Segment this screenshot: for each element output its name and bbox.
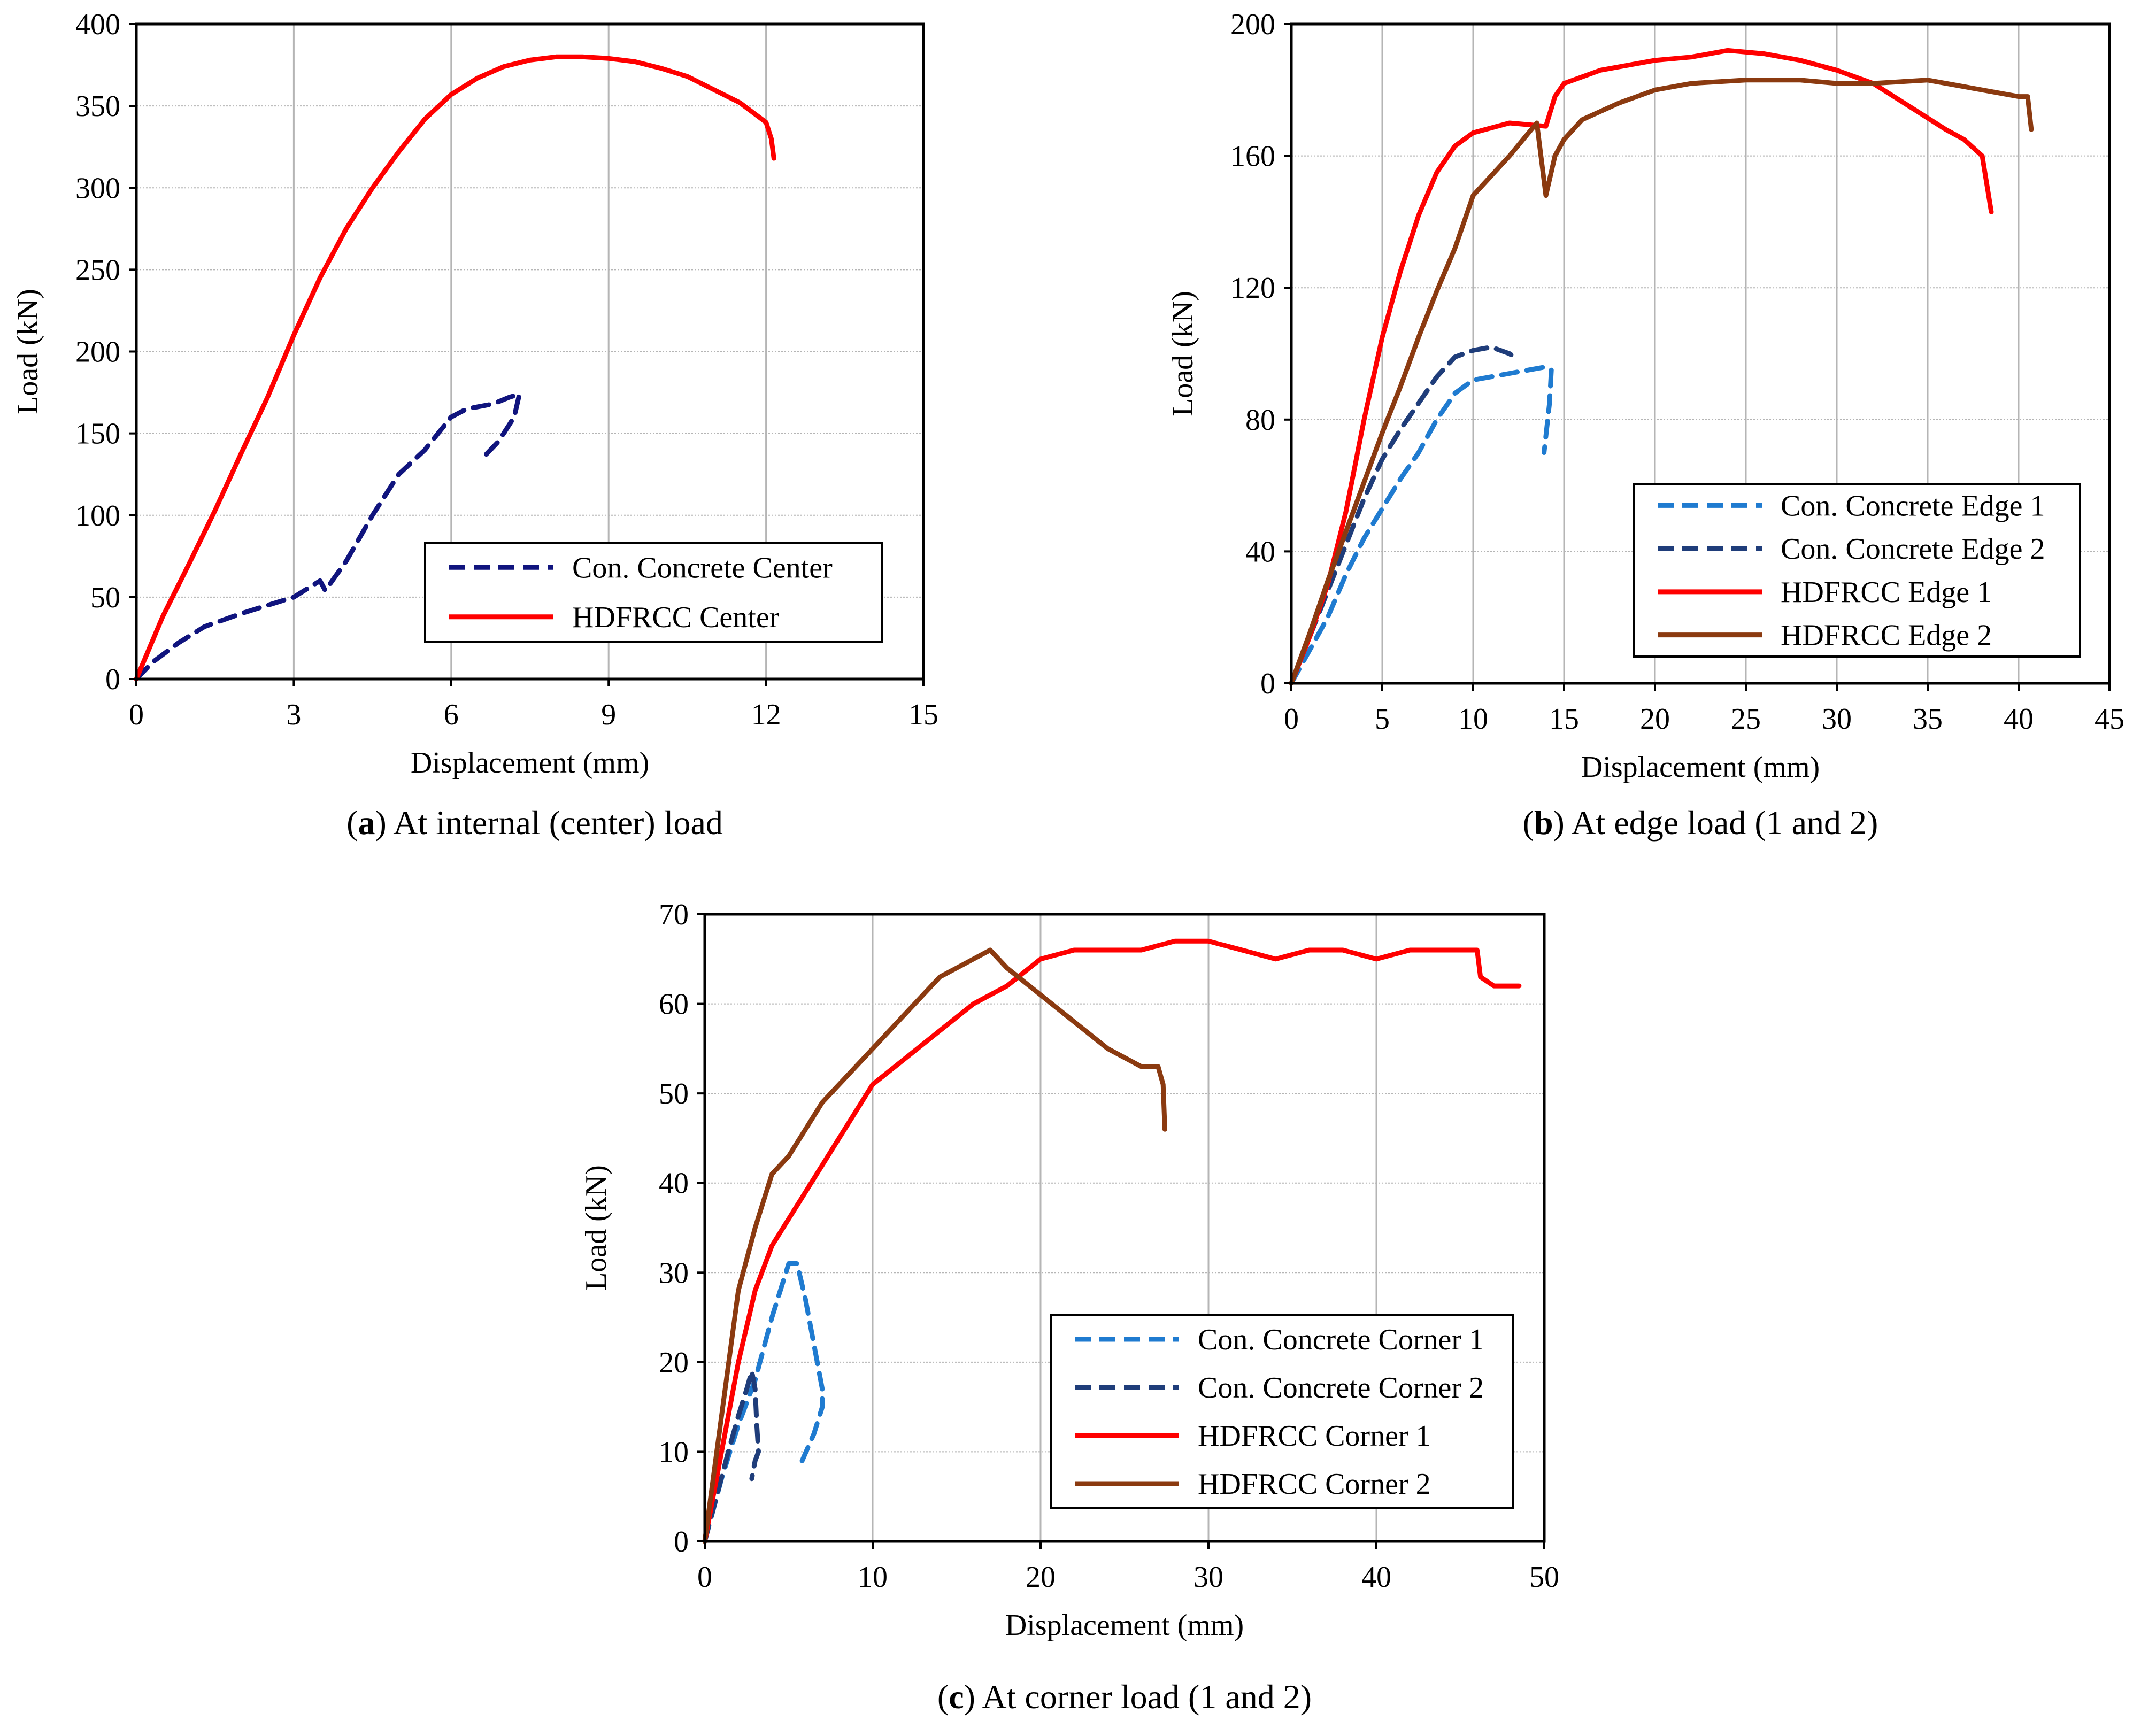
caption-letter: c [949,1678,964,1716]
legend-label-2: Con. Concrete Edge 2 [1781,533,2045,566]
panel-b: 0 5 10 15 20 25 30 35 40 45 0 40 80 120 160 200 Displace… [1166,8,2124,842]
y-tick-label: 200 [1230,8,1275,41]
caption-paren-close: ) [1553,804,1572,842]
panel-a: 0 3 6 9 12 15050100150200250300350400Displace… [11,8,938,842]
x-tick-label: 15 [1549,703,1579,736]
x-tick-label: 30 [1193,1561,1223,1594]
series-line-1 [702,1261,825,1544]
x-tick-label: 45 [2095,703,2124,736]
caption-paren-close: ) [375,804,393,842]
caption-letter: b [1534,804,1553,842]
series-line-4 [1289,78,2034,686]
x-axis-label: Displacement (mm) [1581,751,1820,784]
series-line-3 [702,938,1522,1544]
plot-frame [703,913,1546,1543]
x-tick-label: 3 [286,698,301,731]
x-tick-label: 35 [1913,703,1943,736]
legend-label-1: Con. Concrete Center [572,551,833,584]
x-tick-label: 0 [1284,703,1299,736]
series-line-4 [702,947,1167,1544]
x-tick-label: 0 [129,698,144,731]
x-tick-label: 9 [601,698,616,731]
x-tick-label: 15 [908,698,938,731]
y-tick-label: 0 [1260,667,1275,700]
legend-label-4: HDFRCC Edge 2 [1781,619,1992,652]
y-tick-label: 80 [1245,404,1275,437]
x-tick-label: 30 [1822,703,1852,736]
legend-label-1: Con. Concrete Edge 1 [1781,489,2045,522]
series-line-2 [134,54,776,682]
y-tick-label: 350 [75,90,120,123]
y-axis-label: Load (kN) [1166,291,1199,416]
y-tick-label: 100 [75,499,120,533]
caption-paren-close: ) [964,1678,982,1716]
x-tick-label: 6 [444,698,459,731]
y-tick-label: 30 [659,1256,689,1290]
y-tick-label: 20 [659,1346,689,1379]
caption-text: At internal (center) load [393,804,723,842]
y-tick-label: 300 [75,172,120,205]
caption-letter: a [358,804,375,842]
x-axis-label: Displacement (mm) [411,746,649,780]
legend-label-4: HDFRCC Corner 2 [1198,1468,1431,1501]
y-tick-label: 40 [659,1167,689,1200]
series-line-1 [134,391,522,682]
legend-label-2: HDFRCC Center [572,601,780,634]
legend-label-2: Con. Concrete Corner 2 [1198,1371,1484,1405]
y-tick-label: 0 [105,663,120,696]
legend-box [424,542,883,643]
legend-label-3: HDFRCC Edge 1 [1781,576,1992,609]
y-tick-label: 250 [75,253,120,287]
y-tick-label: 0 [674,1525,689,1558]
caption-text: At edge load (1 and 2) [1571,804,1878,842]
x-tick-label: 20 [1640,703,1670,736]
y-tick-label: 40 [1245,535,1275,568]
legend-box [1050,1314,1514,1509]
caption-paren-open: ( [346,804,358,842]
x-tick-label: 10 [1458,703,1488,736]
x-tick-label: 0 [697,1561,712,1594]
y-axis-label: Load (kN) [11,289,44,414]
y-tick-label: 50 [90,581,120,614]
caption-paren-open: ( [1523,804,1534,842]
caption-text: At corner load (1 and 2) [982,1678,1312,1716]
x-tick-label: 50 [1529,1561,1559,1594]
plot-frame [1290,22,2111,685]
legend-label-1: Con. Concrete Corner 1 [1198,1323,1484,1356]
caption-paren-open: ( [937,1678,949,1716]
y-tick-label: 50 [659,1077,689,1110]
series-line-2 [702,1369,761,1544]
y-tick-label: 10 [659,1436,689,1469]
x-tick-label: 25 [1731,703,1761,736]
series-line-2 [1289,344,1521,686]
x-tick-label: 10 [858,1561,888,1594]
panel-caption: (b) At edge load (1 and 2) [1523,804,1878,842]
y-tick-label: 60 [659,988,689,1021]
y-axis-label: Load (kN) [580,1165,613,1291]
series-line-1 [1289,364,1554,686]
x-tick-label: 40 [1361,1561,1391,1594]
y-tick-label: 400 [75,8,120,41]
panel-caption: (c) At corner load (1 and 2) [937,1678,1312,1716]
y-tick-label: 160 [1230,140,1275,173]
y-tick-label: 150 [75,418,120,451]
panel-c: 0 10 20 30 40 50 0 10 20 30 40 50 60 70 Displacement (… [580,898,1559,1716]
x-tick-label: 5 [1375,703,1390,736]
legend-box [1633,483,2081,658]
y-tick-label: 70 [659,898,689,931]
y-tick-label: 120 [1230,272,1275,305]
x-tick-label: 40 [2004,703,2034,736]
panel-caption: (a) At internal (center) load [346,804,723,842]
x-tick-label: 20 [1026,1561,1056,1594]
x-axis-label: Displacement (mm) [1005,1609,1244,1642]
y-tick-label: 200 [75,336,120,369]
series-line-3 [1289,48,1994,686]
legend-label-3: HDFRCC Corner 1 [1198,1419,1431,1453]
x-tick-label: 12 [751,698,781,731]
